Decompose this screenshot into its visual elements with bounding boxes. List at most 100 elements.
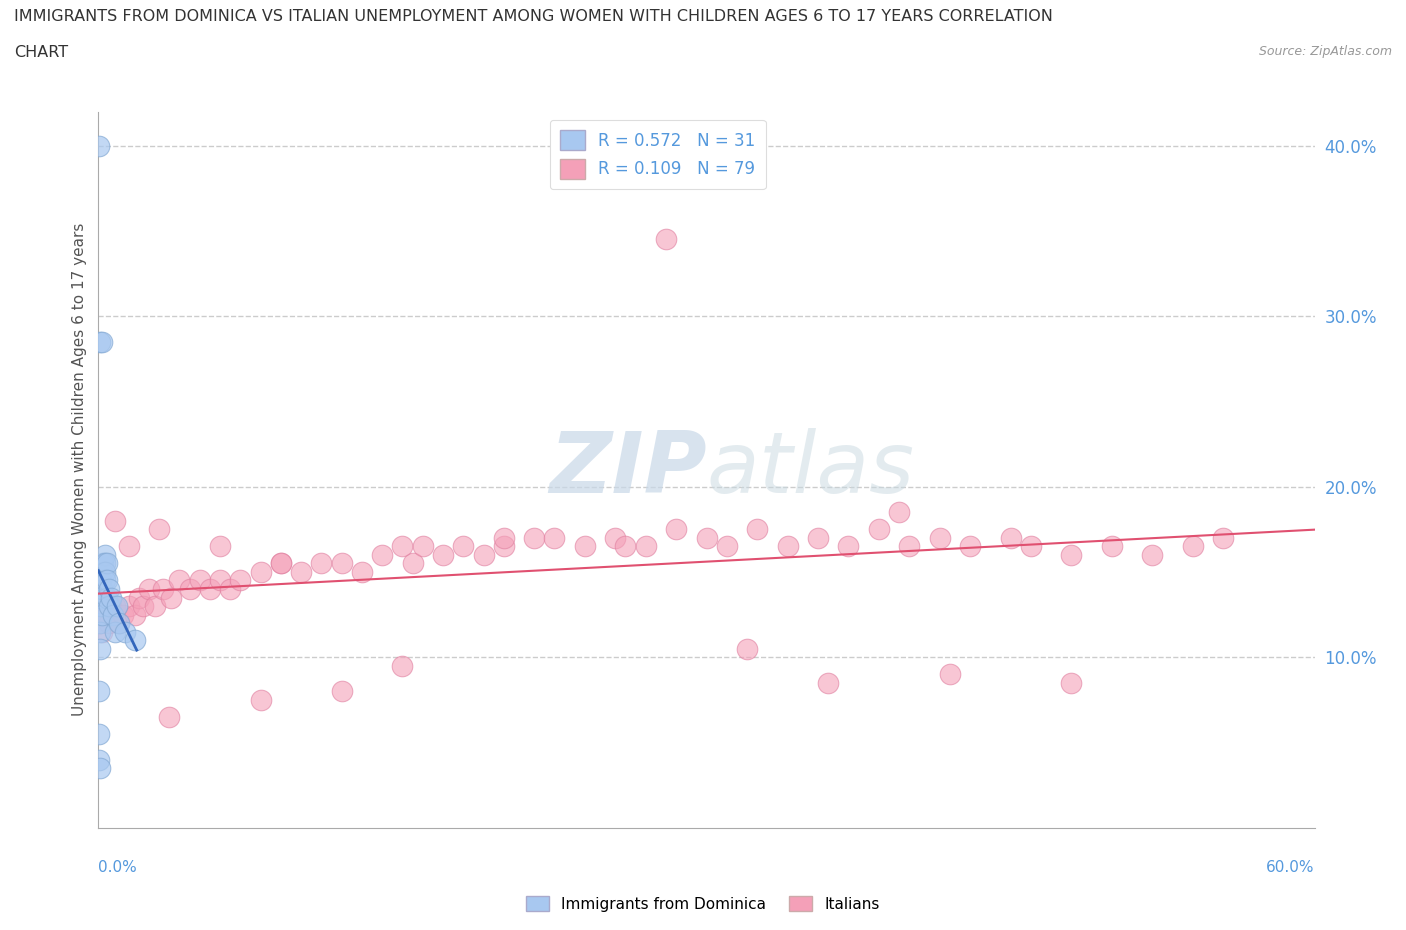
Point [371, 548, 394, 563]
Point [93, 565, 115, 579]
Point [401, 556, 423, 571]
Point [219, 581, 242, 596]
Point [93, 599, 115, 614]
Point [614, 539, 637, 554]
Point [1060, 548, 1083, 563]
Point [169, 573, 191, 588]
Point [959, 539, 981, 554]
Legend: Immigrants from Dominica, Italians: Immigrants from Dominica, Italians [520, 889, 886, 918]
Point [89, 642, 111, 657]
Point [100, 599, 122, 614]
Text: CHART: CHART [14, 45, 67, 60]
Point [453, 539, 475, 554]
Point [492, 539, 515, 554]
Point [311, 556, 333, 571]
Point [574, 539, 596, 554]
Point [1019, 539, 1042, 554]
Point [655, 232, 678, 247]
Point [634, 539, 657, 554]
Point [91, 624, 114, 639]
Point [93, 556, 115, 571]
Point [887, 505, 910, 520]
Text: 0.0%: 0.0% [98, 860, 138, 875]
Point [87, 726, 110, 741]
Point [89, 752, 111, 767]
Point [104, 599, 127, 614]
Point [160, 591, 183, 605]
Point [152, 581, 174, 596]
Point [330, 556, 353, 571]
Point [91, 607, 114, 622]
Point [432, 548, 454, 563]
Point [104, 513, 127, 528]
Y-axis label: Unemployment Among Women with Children Ages 6 to 17 years: Unemployment Among Women with Children A… [72, 223, 87, 716]
Point [696, 530, 718, 545]
Text: IMMIGRANTS FROM DOMINICA VS ITALIAN UNEMPLOYMENT AMONG WOMEN WITH CHILDREN AGES : IMMIGRANTS FROM DOMINICA VS ITALIAN UNEM… [14, 9, 1053, 24]
Point [209, 573, 232, 588]
Point [143, 599, 166, 614]
Point [101, 607, 124, 622]
Point [96, 591, 118, 605]
Point [105, 599, 128, 614]
Point [96, 607, 118, 622]
Point [96, 573, 118, 588]
Point [939, 667, 962, 682]
Point [148, 522, 170, 537]
Point [1142, 548, 1164, 563]
Point [111, 607, 134, 622]
Text: ZIP: ZIP [548, 428, 707, 512]
Point [124, 632, 146, 647]
Point [412, 539, 434, 554]
Point [543, 530, 565, 545]
Point [198, 581, 221, 596]
Point [391, 539, 413, 554]
Point [665, 522, 688, 537]
Point [229, 573, 252, 588]
Text: Source: ZipAtlas.com: Source: ZipAtlas.com [1258, 45, 1392, 58]
Point [93, 573, 115, 588]
Point [807, 530, 830, 545]
Point [97, 581, 120, 596]
Point [837, 539, 859, 554]
Point [97, 616, 120, 631]
Point [128, 591, 150, 605]
Point [209, 539, 232, 554]
Point [89, 616, 111, 631]
Point [89, 624, 111, 639]
Text: atlas: atlas [707, 428, 914, 512]
Point [605, 530, 627, 545]
Point [179, 581, 201, 596]
Point [928, 530, 950, 545]
Point [124, 607, 146, 622]
Point [90, 599, 112, 614]
Point [249, 565, 271, 579]
Point [97, 599, 120, 614]
Point [91, 565, 114, 579]
Text: 60.0%: 60.0% [1267, 860, 1315, 875]
Point [270, 556, 292, 571]
Point [249, 692, 271, 708]
Point [270, 556, 292, 571]
Point [89, 761, 111, 776]
Point [107, 616, 129, 631]
Point [735, 642, 758, 657]
Point [118, 539, 141, 554]
Point [391, 658, 413, 673]
Point [350, 565, 373, 579]
Point [101, 607, 124, 622]
Point [90, 591, 112, 605]
Point [472, 548, 495, 563]
Point [716, 539, 738, 554]
Point [87, 139, 110, 153]
Point [138, 581, 160, 596]
Point [492, 530, 515, 545]
Point [91, 335, 114, 350]
Point [868, 522, 890, 537]
Point [114, 624, 136, 639]
Point [93, 556, 115, 571]
Point [523, 530, 546, 545]
Legend: R = 0.572   N = 31, R = 0.109   N = 79: R = 0.572 N = 31, R = 0.109 N = 79 [550, 120, 766, 189]
Point [89, 335, 111, 350]
Point [96, 556, 118, 571]
Point [776, 539, 799, 554]
